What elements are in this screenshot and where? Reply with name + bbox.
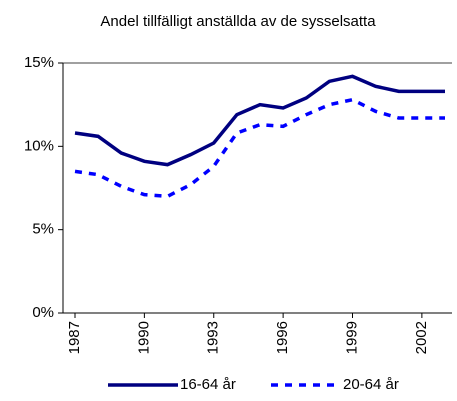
y-tick-label: 0% xyxy=(32,304,54,321)
legend-label: 16-64 år xyxy=(180,376,236,393)
x-tick-label: 2002 xyxy=(413,321,430,354)
x-tick-label: 1999 xyxy=(343,321,360,354)
series-line xyxy=(74,97,445,199)
x-tick-label: 1993 xyxy=(205,321,222,354)
y-tick-label: 10% xyxy=(24,137,54,154)
chart-title: Andel tillfälligt anställda av de syssel… xyxy=(100,13,376,30)
legend-label: 20-64 år xyxy=(343,376,399,393)
x-tick-label: 1996 xyxy=(274,321,291,354)
x-tick-label: 1990 xyxy=(135,321,152,354)
x-tick-label: 1987 xyxy=(66,321,83,354)
series-line xyxy=(74,74,445,167)
y-tick-label: 15% xyxy=(24,54,54,71)
y-tick-label: 5% xyxy=(32,221,54,238)
